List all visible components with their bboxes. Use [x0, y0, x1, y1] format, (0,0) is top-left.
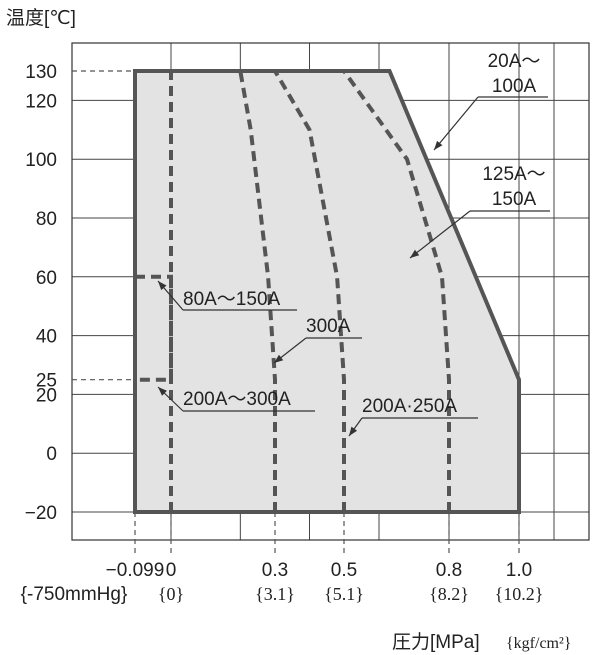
y-tick-label: 60 [36, 268, 57, 289]
x-tick-sublabel: {8.2} [429, 584, 469, 604]
x-tick-label: 0.3 [262, 560, 288, 581]
annotation-label: 100A [492, 76, 537, 97]
y-tick-label: 0 [46, 444, 57, 465]
y-tick-label: 25 [36, 371, 57, 392]
annotation-label: 150A [492, 189, 537, 210]
annotation-label: 200A〜300A [183, 389, 291, 410]
annotation-label: 200A·250A [362, 396, 457, 417]
y-tick-label: 130 [25, 62, 57, 83]
annotation-label: 20A〜 [488, 51, 541, 72]
annotation-label: 80A〜150A [183, 289, 281, 310]
annotation-label: 125A〜 [482, 164, 545, 185]
y-tick-label: 20 [36, 385, 57, 406]
x-tick-label: −0.099 [106, 560, 165, 581]
x-tick-sublabel: {5.1} [324, 584, 364, 604]
annotation-200a-250a: 200A·250A [348, 396, 478, 437]
limit-line-125a-150a [342, 69, 451, 512]
annotation-125a-150a: 125A〜 150A [409, 164, 550, 259]
x-axis-title: 圧力[MPa] {kgf/cm²} [392, 631, 571, 653]
annotation-arrowhead [158, 387, 167, 396]
annotation-arrowhead [158, 281, 167, 291]
annotation-300a: 300A [273, 316, 362, 364]
annotation-200a-300a: 200A〜300A [157, 386, 315, 412]
x-tick-label: 1.0 [506, 560, 532, 581]
x-axis-title-main: 圧力[MPa] [392, 631, 480, 653]
x-tick-label: 0.5 [331, 560, 357, 581]
x-tick-label: 0.8 [436, 560, 462, 581]
x-tick-sublabel: {3.1} [255, 584, 295, 604]
annotation-leader [433, 96, 479, 151]
x-tick-sublabel: {10.2} [495, 584, 544, 604]
operating-region-20a-100a [133, 69, 521, 514]
annotation-arrowhead [410, 249, 420, 258]
annotation-arrowhead [434, 140, 443, 150]
limit-line-200a-250a [273, 69, 346, 512]
annotation-80a-150a: 80A〜150A [157, 280, 297, 311]
y-axis-title: 温度[℃] [6, 7, 76, 29]
x-tick-sublabel: {-750mmHg} [21, 584, 128, 605]
frame [71, 42, 590, 541]
y-tick-label: −20 [25, 503, 57, 524]
annotation-arrowhead [349, 426, 358, 436]
x-axis-title-unit: {kgf/cm²} [506, 635, 571, 652]
y-tick-label: 40 [36, 327, 57, 348]
annotation-arrowhead [274, 354, 284, 363]
annotation-leader [409, 210, 471, 259]
annotation-label: 300A [306, 316, 351, 337]
y-tick-label: 80 [36, 209, 57, 230]
limit-line-300a [238, 70, 277, 512]
annotation-20a-100a: 20A〜 100A [433, 51, 548, 151]
x-tick-label: 0 [166, 560, 177, 581]
x-tick-sublabel: {0} [158, 584, 184, 604]
y-tick-label: 100 [25, 150, 57, 171]
limit-line-200a-300a [135, 274, 173, 382]
y-tick-label: 120 [25, 91, 57, 112]
